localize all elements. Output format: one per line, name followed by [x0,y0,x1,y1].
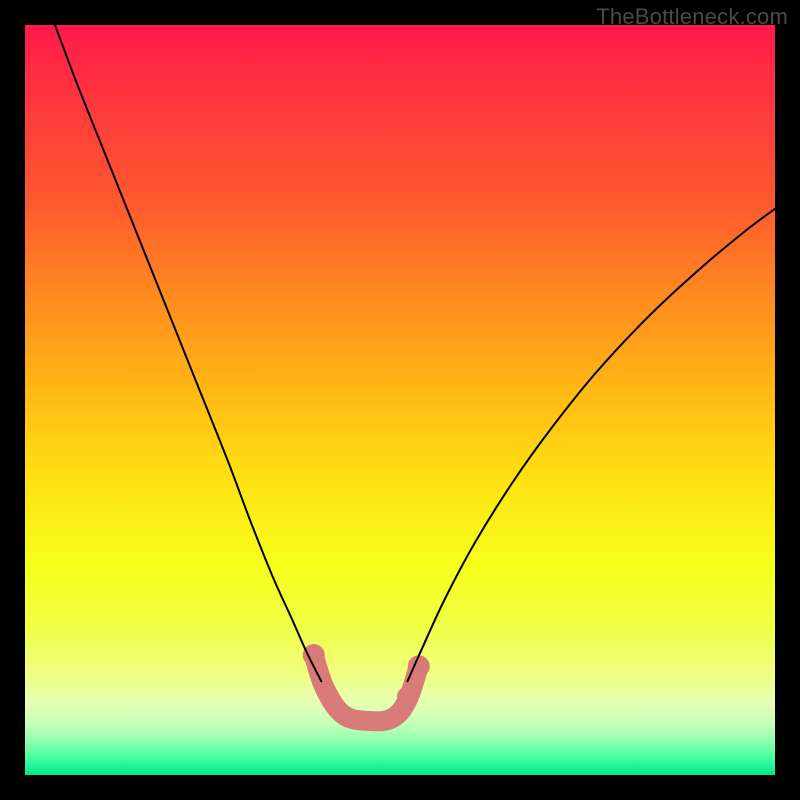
right-curve [408,209,776,682]
curves-layer [25,25,775,775]
plot-area [25,25,775,775]
left-curve [55,25,321,681]
chart-frame: TheBottleneck.com [0,0,800,800]
